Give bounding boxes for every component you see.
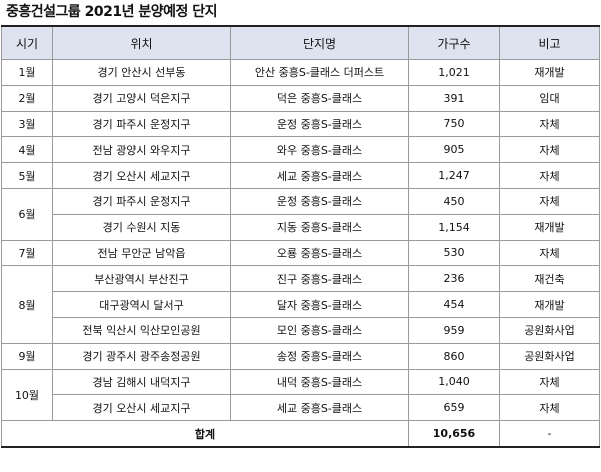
- complex-name-cell: 모인 중흥S-클래스: [230, 316, 409, 344]
- note-cell: 자체: [499, 368, 600, 396]
- table-row: 전북 익산시 익산모인공원 모인 중흥S-클래스 959 공원화사업: [2, 316, 600, 344]
- complex-name-cell: 진구 중흥S-클래스: [230, 265, 409, 293]
- header-complex: 단지명: [230, 25, 409, 60]
- month-cell: 3월: [1, 110, 53, 138]
- total-units: 10,656: [408, 420, 500, 449]
- note-cell: 자체: [499, 110, 600, 138]
- units-cell: 659: [408, 394, 500, 422]
- complex-name-cell: 와우 중흥S-클래스: [230, 136, 409, 164]
- complex-name-cell: 덕은 중흥S-클래스: [230, 84, 409, 112]
- month-cell: 6월: [1, 187, 53, 241]
- note-cell: 자체: [499, 394, 600, 422]
- location-cell: 경기 광주시 광주송정공원: [52, 342, 231, 370]
- note-cell: 재개발: [499, 213, 600, 241]
- table-row: 10월 경남 김해시 내덕지구 내덕 중흥S-클래스 1,040 자체: [1, 368, 600, 422]
- location-cell: 경기 파주시 운정지구: [52, 187, 231, 215]
- header-location: 위치: [52, 25, 231, 60]
- complex-name-cell: 오룡 중흥S-클래스: [230, 239, 409, 267]
- complex-name-cell: 송정 중흥S-클래스: [230, 342, 409, 370]
- table-row: 8월 부산광역시 부산진구 진구 중흥S-클래스 236 재건축: [1, 265, 600, 344]
- header-month: 시기: [1, 25, 53, 60]
- month-cell: 5월: [1, 162, 53, 189]
- units-cell: 1,247: [408, 162, 500, 189]
- note-cell: 공원화사업: [499, 316, 600, 344]
- location-cell: 경기 오산시 세교지구: [52, 394, 231, 422]
- note-cell: 재건축: [499, 265, 600, 293]
- table-row: 1월 경기 안산시 선부동 안산 중흥S-클래스 더퍼스트 1,021 재개발: [1, 59, 600, 86]
- note-cell: 자체: [499, 136, 600, 164]
- note-cell: 재개발: [499, 59, 600, 86]
- table-row: 9월 경기 광주시 광주송정공원 송정 중흥S-클래스 860 공원화사업: [1, 342, 600, 370]
- units-cell: 1,021: [408, 59, 500, 86]
- location-cell: 경기 고양시 덕은지구: [52, 84, 231, 112]
- total-label: 합계: [1, 420, 409, 449]
- table-row: 3월 경기 파주시 운정지구 운정 중흥S-클래스 750 자체: [1, 110, 600, 138]
- location-cell: 경기 수원시 지동: [52, 213, 231, 241]
- complex-name-cell: 세교 중흥S-클래스: [230, 394, 409, 422]
- total-note: -: [499, 420, 600, 449]
- table-row: 경기 수원시 지동 지동 중흥S-클래스 1,154 재개발: [2, 213, 600, 241]
- month-cell: 4월: [1, 136, 53, 164]
- location-cell: 부산광역시 부산진구: [52, 265, 231, 293]
- location-cell: 전남 무안군 남악읍: [52, 239, 231, 267]
- complex-name-cell: 내덕 중흥S-클래스: [230, 368, 409, 396]
- complex-name-cell: 운정 중흥S-클래스: [230, 110, 409, 138]
- month-cell: 7월: [1, 239, 53, 267]
- table-title: 중흥건설그룹 2021년 분양예정 단지: [6, 4, 218, 20]
- units-cell: 450: [408, 187, 500, 215]
- table-row: 6월 경기 파주시 운정지구 운정 중흥S-클래스 450 자체: [1, 187, 600, 241]
- month-cell: 8월: [1, 265, 53, 344]
- header-row: 시기 위치 단지명 가구수 비고: [1, 25, 600, 60]
- note-cell: 재개발: [499, 291, 600, 318]
- complex-name-cell: 운정 중흥S-클래스: [230, 187, 409, 215]
- month-cell: 9월: [1, 342, 53, 370]
- month-cell: 10월: [1, 368, 53, 422]
- table-row: 경기 오산시 세교지구 세교 중흥S-클래스 659 자체: [2, 394, 600, 422]
- total-row: 합계 10,656 -: [1, 420, 600, 449]
- location-cell: 전북 익산시 익산모인공원: [52, 316, 231, 344]
- units-cell: 1,154: [408, 213, 500, 241]
- note-cell: 공원화사업: [499, 342, 600, 370]
- complex-name-cell: 안산 중흥S-클래스 더퍼스트: [230, 59, 409, 86]
- note-cell: 자체: [499, 162, 600, 189]
- location-cell: 경기 파주시 운정지구: [52, 110, 231, 138]
- units-cell: 236: [408, 265, 500, 293]
- location-cell: 경기 안산시 선부동: [52, 59, 231, 86]
- location-cell: 대구광역시 달서구: [52, 291, 231, 318]
- table-row: 4월 전남 광양시 와우지구 와우 중흥S-클래스 905 자체: [1, 136, 600, 164]
- location-cell: 경기 오산시 세교지구: [52, 162, 231, 189]
- units-cell: 860: [408, 342, 500, 370]
- location-cell: 전남 광양시 와우지구: [52, 136, 231, 164]
- complex-name-cell: 세교 중흥S-클래스: [230, 162, 409, 189]
- sales-schedule-table: 시기 위치 단지명 가구수 비고 1월 경기 안산시 선부동 안산 중흥S-클래스 …: [1, 25, 600, 449]
- month-cell: 2월: [1, 84, 53, 112]
- note-cell: 자체: [499, 239, 600, 267]
- table-body: 1월 경기 안산시 선부동 안산 중흥S-클래스 더퍼스트 1,021 재개발 2월 경기 …: [1, 59, 600, 422]
- table-row: 5월 경기 오산시 세교지구 세교 중흥S-클래스 1,247 자체: [1, 162, 600, 189]
- complex-name-cell: 달자 중흥S-클래스: [230, 291, 409, 318]
- note-cell: 임대: [499, 84, 600, 112]
- units-cell: 454: [408, 291, 500, 318]
- table-row: 7월 전남 무안군 남악읍 오룡 중흥S-클래스 530 자체: [1, 239, 600, 267]
- units-cell: 750: [408, 110, 500, 138]
- month-cell: 1월: [1, 59, 53, 86]
- header-units: 가구수: [408, 25, 500, 60]
- units-cell: 391: [408, 84, 500, 112]
- header-note: 비고: [499, 25, 600, 60]
- units-cell: 1,040: [408, 368, 500, 396]
- units-cell: 530: [408, 239, 500, 267]
- complex-name-cell: 지동 중흥S-클래스: [230, 213, 409, 241]
- location-cell: 경남 김해시 내덕지구: [52, 368, 231, 396]
- units-cell: 959: [408, 316, 500, 344]
- units-cell: 905: [408, 136, 500, 164]
- note-cell: 자체: [499, 187, 600, 215]
- table-row: 대구광역시 달서구 달자 중흥S-클래스 454 재개발: [2, 291, 600, 318]
- table-row: 2월 경기 고양시 덕은지구 덕은 중흥S-클래스 391 임대: [1, 84, 600, 112]
